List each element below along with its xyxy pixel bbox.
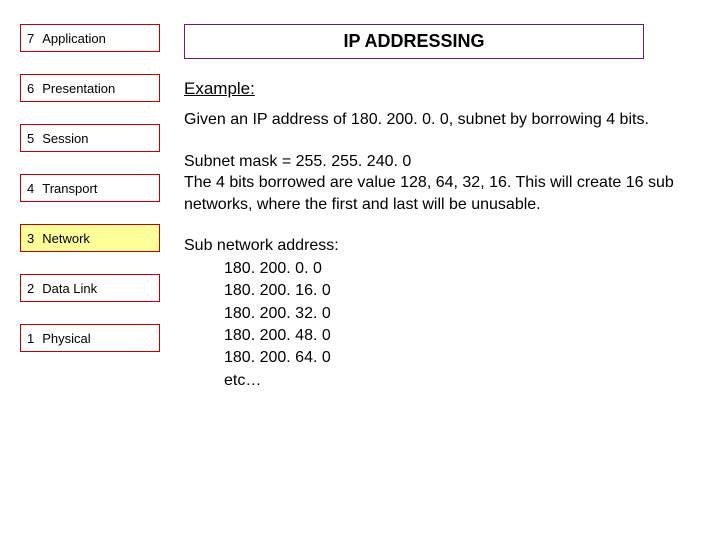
problem-text: Given an IP address of 180. 200. 0. 0, s… bbox=[184, 109, 700, 131]
slide-container: 7 Application 6 Presentation 5 Session 4… bbox=[0, 0, 720, 412]
layer-6: 6 Presentation bbox=[20, 74, 160, 102]
subnet-list: Sub network address: 180. 200. 0. 0 180.… bbox=[184, 235, 700, 392]
layer-num: 4 bbox=[27, 181, 34, 196]
layer-2: 2 Data Link bbox=[20, 274, 160, 302]
content-area: IP ADDRESSING Example: Given an IP addre… bbox=[184, 24, 700, 392]
subnet-addr: 180. 200. 32. 0 bbox=[184, 303, 700, 325]
layer-num: 7 bbox=[27, 31, 34, 46]
layer-name: Data Link bbox=[42, 281, 153, 296]
layer-num: 5 bbox=[27, 131, 34, 146]
layer-5: 5 Session bbox=[20, 124, 160, 152]
subnet-addr: etc… bbox=[184, 370, 700, 392]
solution-text: Subnet mask = 255. 255. 240. 0The 4 bits… bbox=[184, 151, 700, 216]
subnet-addr: 180. 200. 16. 0 bbox=[184, 280, 700, 302]
layer-name: Session bbox=[42, 131, 153, 146]
osi-layers-sidebar: 7 Application 6 Presentation 5 Session 4… bbox=[20, 24, 160, 392]
layer-1: 1 Physical bbox=[20, 324, 160, 352]
layer-name: Physical bbox=[42, 331, 153, 346]
layer-name: Presentation bbox=[42, 81, 153, 96]
layer-3: 3 Network bbox=[20, 224, 160, 252]
subnet-addr: 180. 200. 64. 0 bbox=[184, 347, 700, 369]
layer-num: 2 bbox=[27, 281, 34, 296]
layer-num: 3 bbox=[27, 231, 34, 246]
layer-num: 6 bbox=[27, 81, 34, 96]
subnet-addr: 180. 200. 48. 0 bbox=[184, 325, 700, 347]
layer-name: Transport bbox=[42, 181, 153, 196]
subnet-addr: 180. 200. 0. 0 bbox=[184, 258, 700, 280]
layer-7: 7 Application bbox=[20, 24, 160, 52]
layer-4: 4 Transport bbox=[20, 174, 160, 202]
subnet-heading: Sub network address: bbox=[184, 235, 700, 257]
slide-title: IP ADDRESSING bbox=[184, 24, 644, 59]
layer-name: Network bbox=[42, 231, 153, 246]
layer-name: Application bbox=[42, 31, 153, 46]
example-label: Example: bbox=[184, 79, 700, 99]
layer-num: 1 bbox=[27, 331, 34, 346]
